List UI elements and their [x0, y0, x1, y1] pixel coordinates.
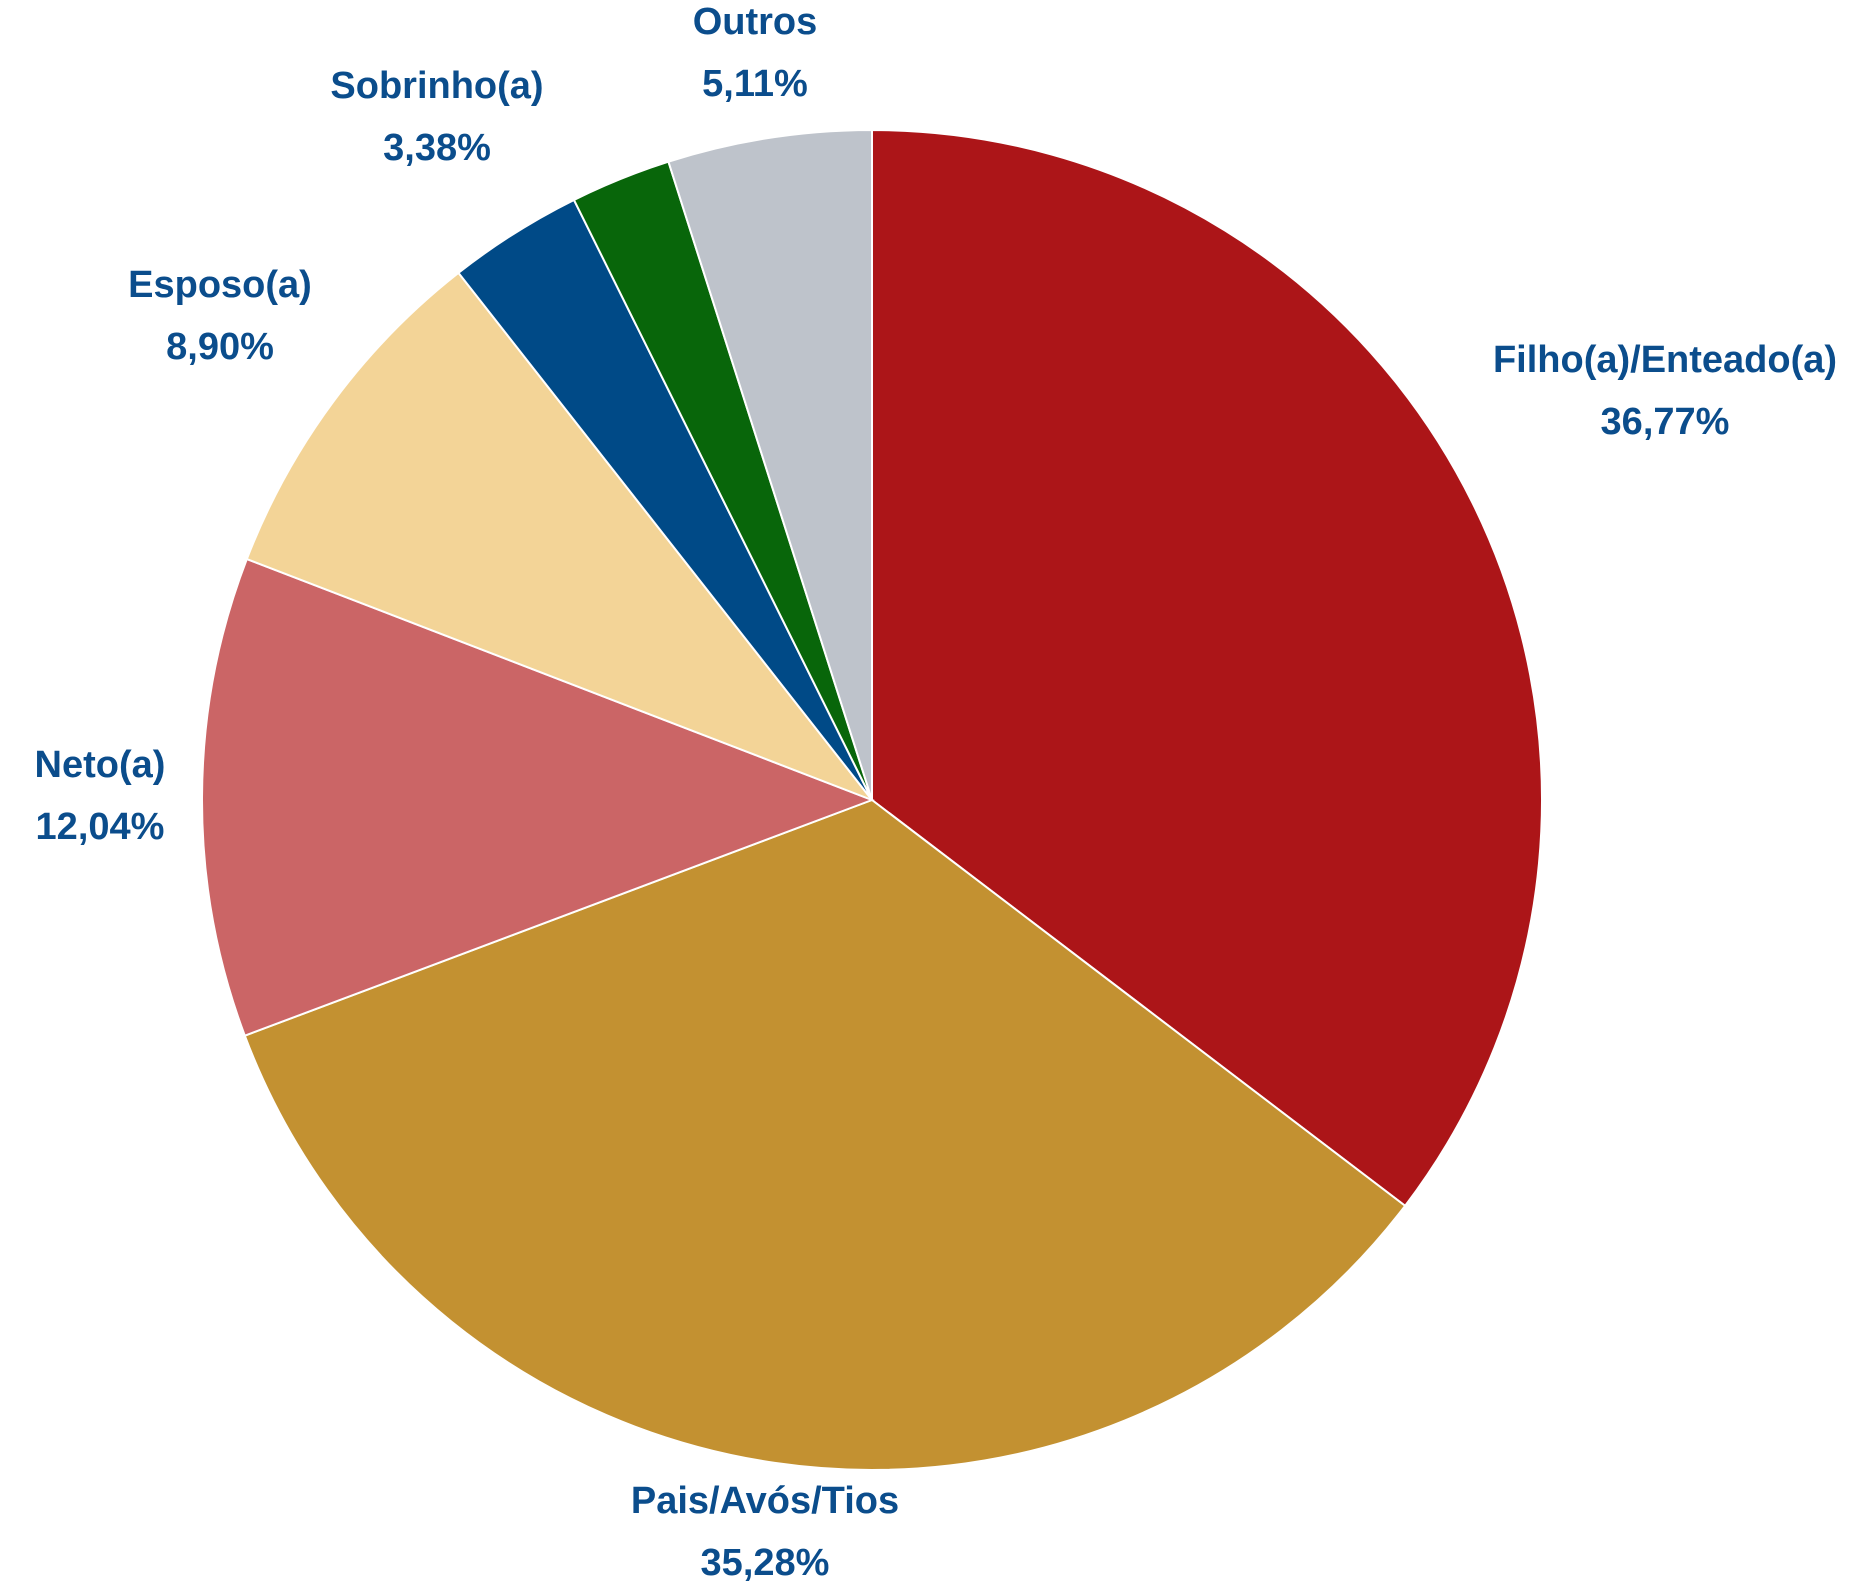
slice-label-pais-av-s-tios: Pais/Avós/Tios 35,28%	[631, 1480, 899, 1584]
pie-slice-esposo-a	[245, 271, 876, 803]
pie-slices	[201, 128, 1543, 1471]
slice-label-neto-a: Neto(a) 12,04%	[35, 744, 166, 848]
slice-label-esposo-a: Esposo(a) 8,90%	[128, 264, 312, 368]
pie-slice-pais-av-s-tios	[243, 798, 1407, 1471]
slice-labels: Filho(a)/Enteado(a) 36,77% Pais/Avós/Tios 3…	[35, 1, 1838, 1584]
slice-label-outros: Outros 5,11%	[693, 1, 818, 105]
pie-slice-neto-a	[201, 557, 875, 1037]
pie-slice-outros	[667, 128, 873, 801]
pie-slice-filho-a-enteado-a	[871, 128, 1543, 1208]
slice-label-sobrinho-a: Sobrinho(a) 3,38%	[330, 65, 543, 169]
slice-label-filho-a-enteado-a: Filho(a)/Enteado(a) 36,77%	[1493, 339, 1837, 443]
